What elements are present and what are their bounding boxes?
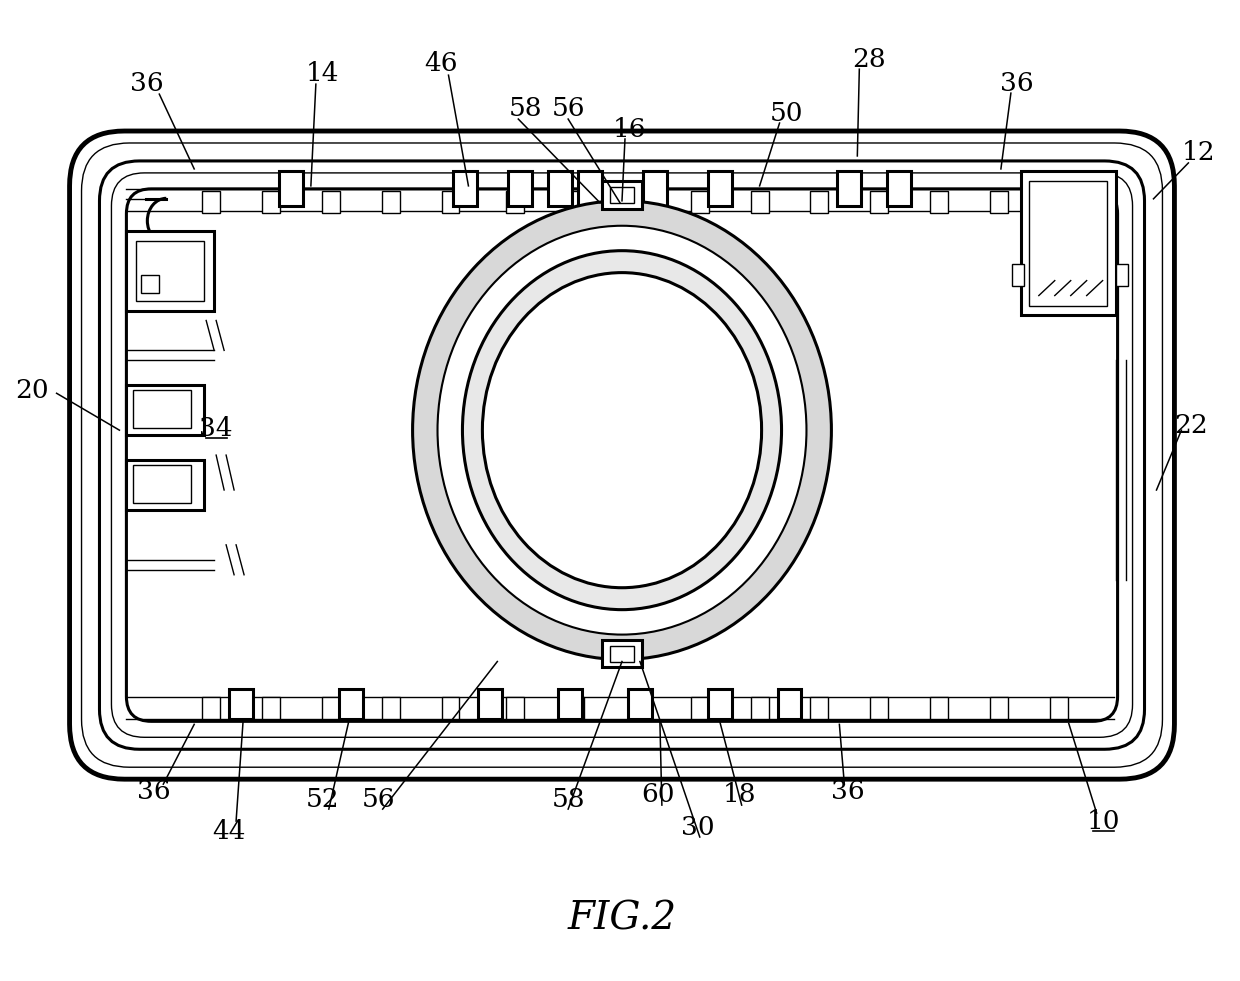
- Text: 36: 36: [136, 779, 170, 803]
- Text: 18: 18: [723, 782, 756, 806]
- Bar: [229, 690, 253, 719]
- Bar: [1116, 264, 1127, 285]
- Bar: [990, 191, 1008, 213]
- Bar: [750, 697, 769, 719]
- Bar: [454, 171, 477, 206]
- Bar: [136, 240, 205, 300]
- Bar: [506, 191, 525, 213]
- Bar: [134, 390, 191, 428]
- Text: 16: 16: [614, 117, 647, 141]
- Text: 28: 28: [852, 47, 887, 72]
- Bar: [262, 191, 280, 213]
- FancyBboxPatch shape: [99, 161, 1145, 749]
- Bar: [811, 191, 828, 213]
- Bar: [603, 640, 642, 667]
- Bar: [202, 697, 221, 719]
- Bar: [558, 690, 582, 719]
- Bar: [1050, 191, 1068, 213]
- Bar: [508, 171, 532, 206]
- Ellipse shape: [482, 273, 761, 588]
- Bar: [548, 171, 572, 206]
- Bar: [691, 191, 709, 213]
- Bar: [603, 181, 642, 209]
- Bar: [930, 697, 949, 719]
- Text: 60: 60: [641, 782, 675, 806]
- Bar: [1021, 171, 1116, 316]
- Bar: [567, 191, 584, 213]
- Bar: [610, 645, 634, 661]
- Bar: [202, 191, 221, 213]
- Bar: [777, 690, 801, 719]
- Text: 30: 30: [681, 814, 714, 840]
- Bar: [134, 465, 191, 503]
- Bar: [708, 690, 732, 719]
- Bar: [1012, 264, 1024, 285]
- Bar: [578, 171, 603, 206]
- Bar: [322, 697, 340, 719]
- Text: 36: 36: [1001, 71, 1034, 96]
- Bar: [141, 275, 159, 292]
- Text: 52: 52: [306, 787, 340, 811]
- Text: 46: 46: [424, 51, 458, 76]
- Text: FIG.2: FIG.2: [568, 901, 677, 937]
- Text: 58: 58: [552, 787, 585, 811]
- Bar: [441, 697, 460, 719]
- Text: 56: 56: [552, 95, 585, 121]
- Bar: [610, 186, 634, 203]
- Bar: [837, 171, 862, 206]
- Bar: [567, 697, 584, 719]
- Bar: [382, 191, 399, 213]
- Text: 50: 50: [770, 101, 804, 126]
- Bar: [126, 386, 205, 436]
- Ellipse shape: [438, 226, 806, 635]
- Bar: [990, 697, 1008, 719]
- Bar: [642, 171, 667, 206]
- Bar: [126, 460, 205, 510]
- Bar: [750, 191, 769, 213]
- Bar: [506, 697, 525, 719]
- Bar: [870, 697, 888, 719]
- Bar: [1029, 181, 1106, 305]
- Bar: [382, 697, 399, 719]
- Bar: [441, 191, 460, 213]
- Text: 34: 34: [200, 416, 233, 440]
- Text: 20: 20: [15, 378, 48, 403]
- Bar: [888, 171, 911, 206]
- Text: 56: 56: [362, 787, 396, 811]
- Bar: [479, 690, 502, 719]
- Bar: [811, 697, 828, 719]
- Text: 36: 36: [129, 71, 164, 96]
- Text: 44: 44: [212, 818, 246, 844]
- Text: 14: 14: [306, 61, 340, 85]
- Bar: [870, 191, 888, 213]
- Bar: [279, 171, 303, 206]
- FancyBboxPatch shape: [69, 131, 1174, 779]
- Bar: [322, 191, 340, 213]
- Bar: [126, 231, 215, 311]
- Text: 58: 58: [508, 95, 542, 121]
- Text: 12: 12: [1182, 140, 1215, 166]
- Ellipse shape: [463, 251, 781, 609]
- FancyBboxPatch shape: [126, 189, 1117, 721]
- Text: 10: 10: [1087, 808, 1121, 834]
- Bar: [930, 191, 949, 213]
- Bar: [627, 690, 652, 719]
- Text: 36: 36: [831, 779, 864, 803]
- Bar: [339, 690, 363, 719]
- Bar: [1050, 697, 1068, 719]
- Ellipse shape: [413, 201, 831, 659]
- Bar: [691, 697, 709, 719]
- Text: 22: 22: [1174, 413, 1208, 438]
- Bar: [631, 697, 649, 719]
- Bar: [708, 171, 732, 206]
- Bar: [631, 191, 649, 213]
- Bar: [262, 697, 280, 719]
